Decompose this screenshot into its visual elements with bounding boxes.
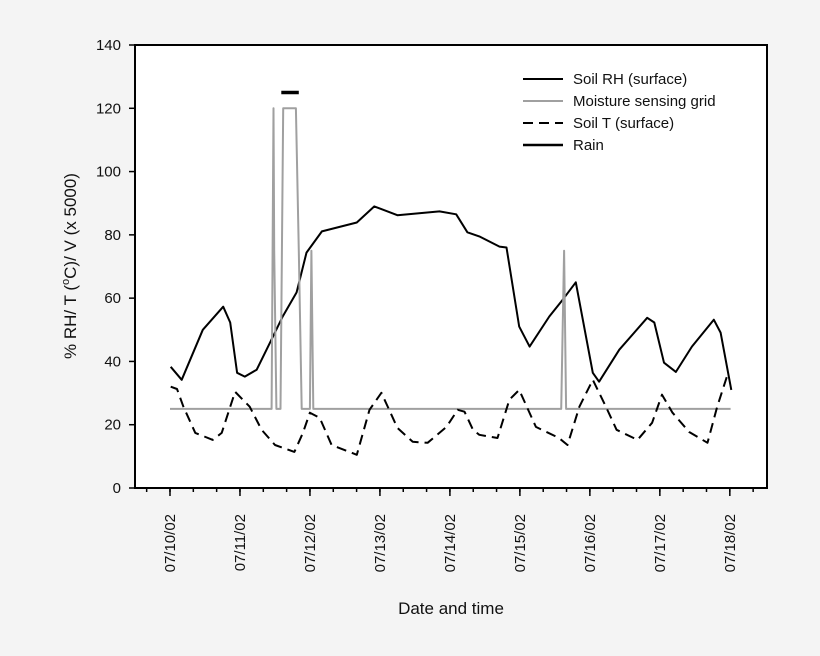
x-tick-label: 07/13/02	[372, 514, 389, 572]
x-tick-label: 07/17/02	[652, 514, 669, 572]
x-tick-label: 07/11/02	[232, 514, 249, 571]
y-tick-label: 100	[96, 164, 121, 181]
x-tick-label: 07/15/02	[512, 514, 529, 572]
x-tick-label: 07/12/02	[302, 514, 319, 572]
legend: Soil RH (surface) Moisture sensing grid So…	[523, 71, 716, 154]
legend-label: Soil T (surface)	[573, 115, 674, 132]
y-axis-label-sup: o	[60, 279, 72, 285]
y-tick-label: 140	[96, 37, 121, 54]
plot-frame	[134, 44, 768, 489]
y-tick-label: 120	[96, 100, 121, 117]
y-tick-label: 20	[104, 417, 121, 434]
y-tick-label: 40	[104, 353, 121, 370]
legend-label: Rain	[573, 137, 604, 154]
series-moisture-sensing-grid	[170, 107, 731, 410]
series-soil-rh-surface	[169, 205, 733, 391]
legend-label: Soil RH (surface)	[573, 71, 687, 88]
y-tick-label: 80	[104, 227, 121, 244]
y-axis-label-part: % RH/ T (	[61, 285, 80, 359]
x-tick-label: 07/14/02	[442, 514, 459, 572]
y-axis-label-part: C)/ V (x 5000)	[61, 173, 80, 279]
y-tick-label: 60	[104, 290, 121, 307]
x-tick-label: 07/16/02	[582, 514, 599, 572]
x-axis-label: Date and time	[398, 599, 504, 618]
y-tick-label: 0	[113, 480, 121, 497]
series-soil-t-surface	[170, 376, 728, 456]
series-layer	[169, 90, 733, 456]
legend-label: Moisture sensing grid	[573, 93, 716, 110]
plot-area	[135, 45, 767, 488]
x-tick-label: 07/10/02	[162, 514, 179, 572]
axis-layer: 0 20 40 60 80 100 120 140 07/10/02 07/11/02 07/12/…	[96, 37, 754, 572]
y-axis-label: % RH/ T (oC)/ V (x 5000)	[60, 173, 80, 359]
x-tick-label: 07/18/02	[722, 514, 739, 572]
